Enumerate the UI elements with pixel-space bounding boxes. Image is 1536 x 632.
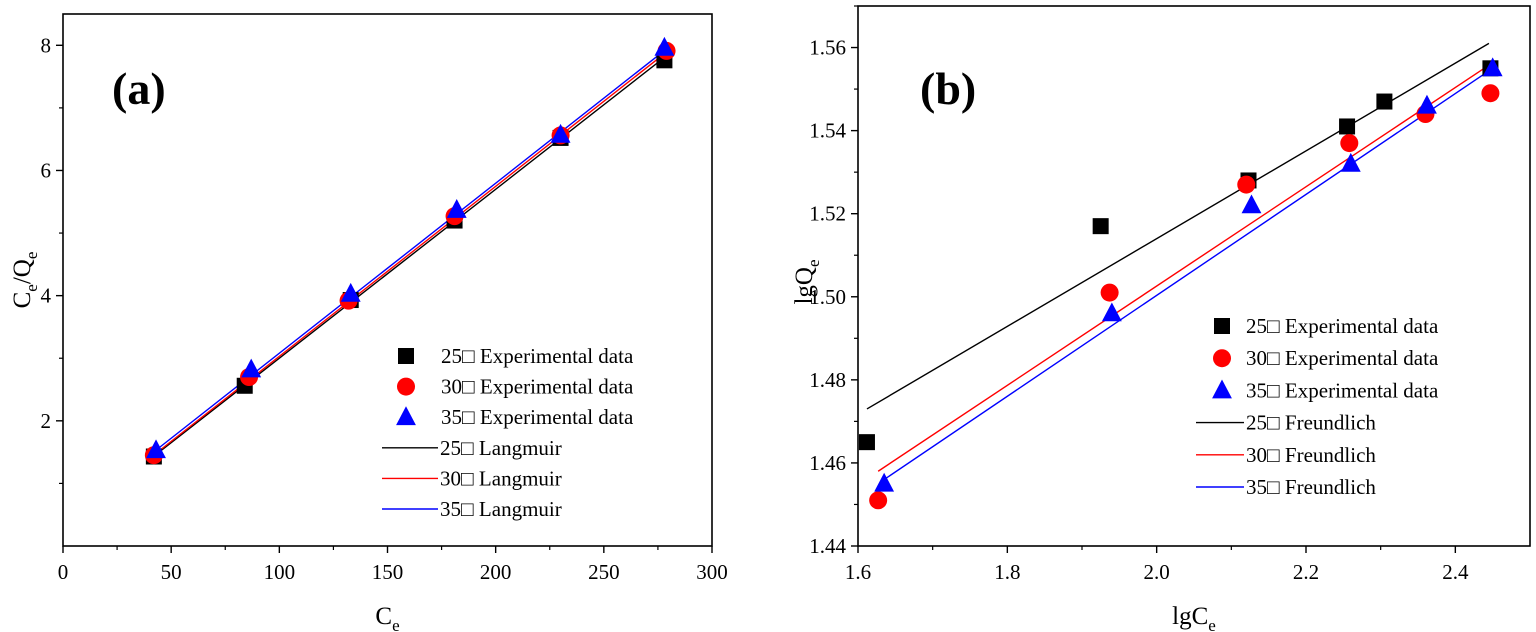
- data-point-series-1: [1481, 84, 1500, 103]
- x-tick-label: 0: [58, 560, 69, 584]
- data-point-series-1: [869, 491, 888, 510]
- legend-entry-label: 35□ Experimental data: [441, 405, 634, 429]
- x-axis-title-subscript: e: [1208, 616, 1216, 632]
- fit-line-series-5: [883, 67, 1494, 481]
- chart-panel-b: 1.6 1.8 2.0 2.2 2.4 1.44 1.46 1.48 1.50 1.52 1.54 1…: [791, 5, 1531, 632]
- x-tick-label: 1.8: [994, 560, 1020, 584]
- x-tick-label: 50: [161, 560, 182, 584]
- legend-entry-label: 30□ Freundlich: [1246, 443, 1376, 467]
- x-tick-label: 1.6: [845, 560, 871, 584]
- legend-entry-label: 30□ Langmuir: [440, 466, 562, 490]
- x-axis-title: Ce: [375, 603, 399, 632]
- data-point-series-2: [1482, 57, 1503, 77]
- legend-entry-label: 30□ Experimental data: [441, 375, 634, 399]
- y-tick-label: 1.50: [809, 285, 846, 309]
- legend-entry-label: 35□ Experimental data: [1246, 378, 1439, 402]
- x-tick-label: 100: [264, 560, 296, 584]
- y-tick-label: 1.54: [809, 119, 846, 143]
- data-point-series-2: [340, 282, 361, 302]
- y-tick-label: 8: [41, 33, 52, 57]
- data-point-series-2: [1101, 302, 1122, 322]
- legend-marker-swatch: [397, 377, 415, 396]
- y-axis-title-main: /Q: [9, 259, 36, 284]
- y-tick-label: 1.44: [809, 534, 846, 558]
- x-tick-label: 2.4: [1442, 560, 1469, 584]
- data-point-series-1: [1237, 175, 1256, 194]
- fit-line-series-4: [149, 49, 670, 459]
- legend-entry-label: 25□ Langmuir: [440, 436, 562, 460]
- data-point-series-0: [1092, 218, 1109, 235]
- legend-marker-swatch: [1212, 379, 1232, 399]
- data-point-series-1: [1340, 134, 1359, 153]
- legend-marker-swatch: [1213, 349, 1231, 368]
- legend-entry-label: 30□ Experimental data: [1246, 346, 1439, 370]
- data-point-series-2: [1241, 194, 1262, 214]
- y-tick-label: 6: [41, 158, 52, 182]
- data-point-series-2: [550, 123, 571, 143]
- fit-line-series-4: [877, 63, 1491, 472]
- x-tick-label: 2.2: [1293, 560, 1319, 584]
- data-point-series-0: [1376, 93, 1393, 110]
- data-point-series-2: [1417, 94, 1437, 114]
- legend: 25□ Experimental data 30□ Experimental da…: [1196, 314, 1439, 499]
- data-point-series-2: [874, 472, 895, 492]
- data-point-series-2: [146, 439, 166, 459]
- y-axis-title-subscript: e: [804, 259, 823, 267]
- legend-entry-label: 25□ Experimental data: [1246, 314, 1439, 338]
- legend-marker-swatch: [396, 406, 416, 426]
- y-axis-title-main: C: [9, 292, 36, 309]
- y-axis-title: lgQe: [791, 259, 823, 304]
- legend-entry-label: 35□ Freundlich: [1246, 475, 1376, 499]
- x-axis-title-subscript: e: [392, 616, 400, 632]
- x-tick-label: 300: [696, 560, 728, 584]
- x-tick-label: 250: [588, 560, 620, 584]
- fit-line-series-5: [149, 46, 670, 456]
- x-tick-label: 2.0: [1144, 560, 1170, 584]
- panel-label: (b): [920, 63, 976, 114]
- data-point-series-0: [858, 434, 875, 451]
- data-point-series-1: [1100, 283, 1119, 302]
- x-axis-title-main: C: [375, 603, 392, 630]
- y-tick-label: 1.52: [809, 202, 846, 226]
- legend-marker-swatch: [1214, 318, 1230, 334]
- y-tick-label: 1.46: [809, 451, 846, 475]
- data-point-series-2: [654, 36, 675, 56]
- data-point-series-2: [241, 358, 262, 378]
- panel-label: (a): [112, 63, 166, 114]
- data-point-series-2: [446, 198, 467, 218]
- y-tick-label: 4: [41, 284, 52, 308]
- x-tick-label: 200: [480, 560, 512, 584]
- y-axis-title: Ce/Qe: [9, 252, 41, 309]
- x-tick-label: 150: [372, 560, 404, 584]
- y-tick-label: 1.48: [809, 368, 846, 392]
- x-axis-title: lgCe: [1172, 603, 1216, 632]
- y-tick-label: 1.56: [809, 36, 846, 60]
- x-axis-title-main: lgC: [1172, 603, 1208, 630]
- legend-entry-label: 35□ Langmuir: [440, 497, 562, 521]
- data-point-series-2: [1340, 152, 1361, 172]
- fit-line-series-3: [149, 53, 670, 461]
- legend-marker-swatch: [398, 348, 414, 364]
- y-axis-title-main: lgQ: [791, 267, 818, 305]
- plot-frame: [857, 5, 1531, 547]
- y-tick-label: 2: [41, 409, 52, 433]
- legend-entry-label: 25□ Freundlich: [1246, 411, 1376, 435]
- legend: 25□ Experimental data 30□ Experimental da…: [382, 344, 634, 521]
- data-point-series-0: [1339, 118, 1356, 135]
- legend-entry-label: 25□ Experimental data: [441, 344, 634, 368]
- y-axis-title-subscript: e: [22, 252, 41, 260]
- y-axis-title-subscript: e: [22, 284, 41, 292]
